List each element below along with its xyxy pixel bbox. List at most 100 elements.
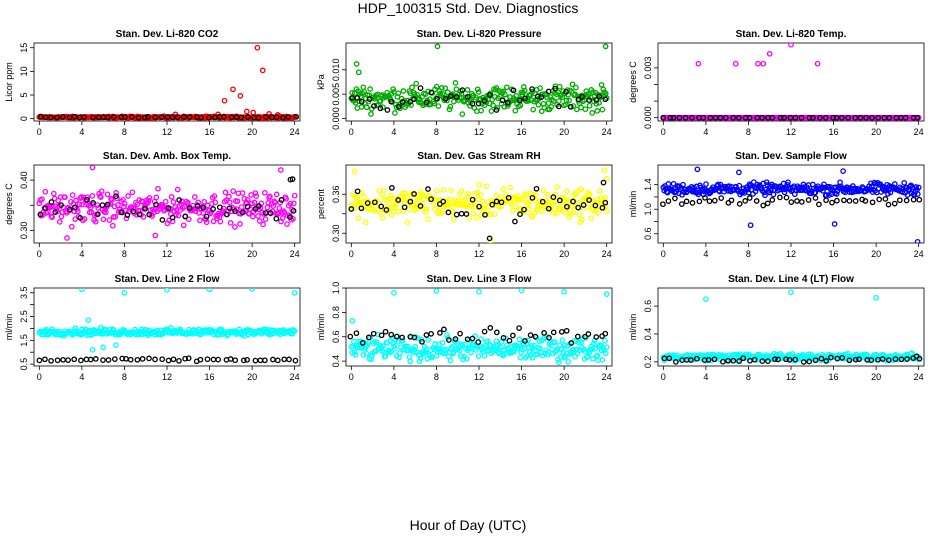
data-point-hourly [475, 339, 482, 345]
panel-title: Stan. Dev. Line 4 (LT) Flow [728, 274, 854, 285]
data-point-hourly [60, 356, 66, 363]
data-point-hourly [94, 211, 101, 218]
data-point-hourly [278, 197, 285, 203]
data-point-all [97, 194, 104, 200]
data-point-hourly [538, 94, 545, 100]
data-point-all [220, 208, 226, 214]
data-point-all [239, 190, 246, 196]
data-point-all [447, 202, 454, 209]
x-tick-label: 8 [746, 372, 751, 382]
data-point-all [230, 188, 237, 194]
data-point-hourly [452, 336, 459, 342]
data-point-hourly [862, 198, 869, 204]
x-tick-label: 12 [786, 249, 796, 259]
data-point-all [510, 349, 517, 355]
panel-7: Stan. Dev. Line 2 Flow 0 4 8 12 16 20 24 0.5 1.5 2… [4, 274, 301, 382]
data-point-all [507, 184, 514, 191]
data-points [348, 43, 610, 117]
x-tick-label: 0 [349, 372, 354, 382]
data-points [36, 44, 300, 121]
data-point-hourly [210, 206, 216, 212]
data-point-hourly [696, 198, 703, 205]
y-tick-label: 1.4 [643, 178, 653, 191]
data-point-all [473, 204, 479, 210]
outlier-point [85, 317, 92, 323]
data-point-hourly [464, 94, 471, 100]
data-point-hourly [428, 89, 435, 96]
data-point-all [442, 85, 449, 92]
data-point-hourly [885, 201, 892, 208]
data-point-all [550, 98, 557, 104]
outlier-point [603, 291, 610, 297]
data-point-all [113, 190, 120, 196]
data-point-all [537, 85, 543, 91]
outlier-point [250, 109, 257, 116]
data-point-all [570, 103, 577, 109]
data-point-all [447, 357, 454, 364]
panel-title: Stan. Dev. Gas Stream RH [417, 151, 540, 162]
data-point-all [600, 86, 607, 93]
x-tick-label: 0 [37, 127, 42, 137]
data-point-all [390, 340, 397, 347]
outlier-point [100, 344, 107, 351]
y-tick-label: 0.010 [331, 59, 341, 82]
data-point-all [550, 199, 556, 206]
data-point-hourly [453, 94, 460, 100]
data-point-hourly [868, 357, 875, 363]
data-point-all [566, 97, 572, 104]
data-point-all [539, 91, 546, 98]
data-point-all [556, 342, 563, 349]
outlier-point [79, 288, 85, 293]
data-point-hourly [902, 114, 909, 121]
data-point-hourly [476, 203, 482, 210]
data-point-hourly [529, 86, 535, 92]
panel-title: Stan. Dev. Li-820 Temp. [736, 29, 847, 40]
outlier-point [601, 167, 608, 174]
data-point-all [78, 194, 85, 200]
y-tick-label: 10 [19, 66, 29, 76]
data-point-all [544, 191, 551, 198]
data-point-hourly [469, 196, 476, 203]
data-point-hourly [869, 199, 876, 206]
data-point-hourly [722, 114, 729, 121]
data-point-all [232, 224, 238, 230]
data-point-all [92, 218, 99, 225]
data-point-all [703, 181, 709, 187]
y-tick-label: 2.5 [19, 310, 29, 323]
data-point-hourly [366, 96, 373, 102]
data-point-all [234, 198, 241, 205]
data-point-all [104, 191, 111, 198]
data-point-hourly [817, 114, 823, 121]
x-tick-label: 12 [474, 372, 484, 382]
outlier-point [788, 289, 794, 296]
data-point-all [175, 212, 182, 219]
data-point-all [361, 88, 367, 95]
data-point-hourly [896, 197, 903, 204]
x-tick-label: 0 [37, 372, 42, 382]
outlier-point [254, 44, 261, 51]
x-tick-label: 12 [474, 249, 484, 259]
data-point-hourly [90, 114, 96, 121]
data-point-hourly [407, 98, 414, 105]
data-point-all [575, 339, 582, 346]
data-point-hourly [499, 97, 506, 104]
data-point-all [129, 189, 136, 196]
data-point-hourly [113, 193, 119, 200]
data-point-hourly [440, 198, 447, 205]
data-point-hourly [136, 211, 143, 218]
data-point-all [464, 193, 471, 200]
data-point-all [533, 334, 540, 341]
x-tick-label: 4 [703, 127, 708, 137]
data-point-hourly [270, 356, 276, 363]
data-point-hourly [558, 328, 565, 335]
data-point-hourly [118, 209, 125, 216]
data-point-hourly [510, 332, 516, 339]
data-point-all [915, 184, 922, 191]
outlier-point [831, 221, 838, 227]
data-point-all [56, 219, 63, 225]
x-tick-label: 20 [247, 249, 257, 259]
data-point-hourly [48, 114, 54, 121]
x-tick-label: 0 [661, 372, 666, 382]
outlier-point [89, 346, 96, 353]
data-point-hourly [370, 330, 377, 337]
